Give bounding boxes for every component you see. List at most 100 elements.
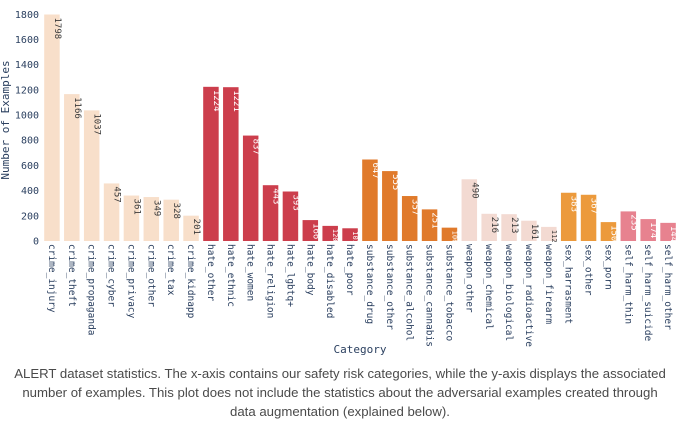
bar [382, 171, 398, 241]
bar [362, 159, 378, 241]
bar [103, 183, 120, 241]
bar [203, 86, 219, 241]
bar-value-label: 201 [191, 219, 201, 235]
bar-value-label: 1224 [211, 90, 221, 112]
bar [262, 185, 279, 241]
bar-value-label: 647 [370, 163, 380, 179]
bar [302, 220, 319, 241]
x-axis: crime_injury crime_theft crime_propaganda c… [46, 244, 673, 347]
bar-value-label: 1798 [52, 18, 62, 40]
x-tick-label: hate_religion [265, 244, 276, 318]
bar-value-label: 120 [331, 229, 339, 242]
bar-value-label: 1037 [92, 113, 102, 135]
x-tick-label: crime_kidnapp [185, 244, 196, 319]
bar [421, 209, 438, 241]
bar [342, 228, 358, 241]
bar-value-label: 328 [171, 203, 181, 219]
x-tick-label: sex_harrasment [563, 244, 574, 324]
figure-caption: ALERT dataset statistics. The x-axis con… [14, 366, 666, 419]
x-tick-label: weapon_biological [503, 244, 514, 341]
bar-value-label: 393 [290, 195, 300, 211]
bar [143, 197, 160, 241]
x-tick-label: hate_women [245, 244, 256, 301]
bar [223, 87, 239, 241]
y-tick-label: 800 [21, 136, 39, 147]
x-tick-label: hate_lgbtq+ [284, 244, 295, 307]
x-tick-label: self_harm_suicide [642, 244, 653, 342]
y-tick-label: 1800 [15, 10, 39, 21]
x-tick-label: hate_disabled [324, 244, 335, 318]
x-tick-label: sex_other [583, 244, 594, 296]
x-tick-label: crime_other [145, 244, 156, 307]
x-tick-label: crime_tax [165, 244, 176, 296]
bar [580, 194, 597, 241]
x-tick-label: substance_cannabis [424, 244, 435, 347]
bar [401, 196, 418, 241]
bar-value-label: 367 [589, 198, 599, 214]
bar-value-label: 150 [608, 225, 618, 241]
bar [163, 199, 179, 241]
bar [461, 179, 478, 241]
y-tick-label: 400 [21, 186, 39, 197]
bar [481, 213, 497, 241]
x-tick-label: substance_drug [364, 244, 375, 324]
bar-value-label: 166 [310, 223, 320, 239]
x-axis-title: Category [334, 343, 387, 356]
x-tick-label: weapon_firearm [543, 244, 554, 324]
bar-value-label: 216 [489, 217, 499, 233]
x-tick-label: weapon_other [463, 244, 474, 313]
bar-value-label: 1221 [231, 90, 241, 112]
bar [521, 220, 537, 241]
y-tick-label: 1400 [15, 60, 39, 71]
bars: 1798 1166 1037 457 361 349 328 201 1224 1221 837 44… [44, 14, 678, 244]
bar [64, 94, 80, 242]
bar-value-label: 361 [131, 199, 141, 215]
bar [183, 215, 199, 241]
y-tick-label: 600 [21, 161, 39, 172]
bar [282, 191, 299, 241]
y-tick-label: 1000 [15, 111, 39, 122]
x-tick-label: hate_ethnic [225, 244, 236, 307]
bar [242, 135, 259, 241]
bar [541, 226, 557, 241]
bar-value-label: 349 [151, 200, 161, 216]
x-tick-label: sex_porn [602, 244, 613, 290]
bar-value-label: 490 [469, 182, 479, 198]
x-tick-label: hate_poor [344, 244, 355, 296]
bar [560, 192, 577, 241]
x-tick-label: substance_other [384, 244, 395, 330]
bar-value-label: 213 [509, 217, 519, 233]
x-tick-label: crime_propaganda [86, 244, 97, 336]
bar-value-label: 357 [410, 199, 420, 215]
x-tick-label: crime_privacy [125, 244, 136, 319]
x-tick-label: crime_cyber [106, 244, 117, 307]
x-tick-label: crime_injury [46, 244, 57, 313]
bar-value-label: 383 [569, 196, 579, 212]
x-tick-label: hate_body [304, 244, 315, 296]
bar-value-label: 1166 [72, 97, 82, 119]
bar [620, 211, 637, 241]
x-tick-label: crime_theft [66, 244, 77, 307]
bar [640, 219, 656, 241]
y-axis: 0 200 400 600 800 1000 1200 1400 1600 1800 [15, 10, 39, 248]
bar-value-label: 443 [271, 188, 281, 204]
bar-value-label: 235 [628, 214, 638, 230]
y-tick-label: 1200 [15, 85, 39, 96]
bar-value-label: 837 [251, 139, 261, 155]
bar-value-label: 555 [390, 174, 400, 190]
bar [501, 214, 517, 241]
x-tick-label: hate_other [205, 244, 216, 301]
bar-value-label: 144 [668, 226, 678, 242]
y-tick-label: 0 [33, 237, 39, 248]
bar [83, 110, 100, 242]
x-tick-label: substance_alcohol [404, 244, 415, 341]
y-tick-label: 200 [21, 211, 39, 222]
y-axis-title: Number of Examples [0, 60, 12, 179]
bar-value-label: 112 [550, 230, 558, 243]
x-tick-label: self_harm_other [662, 244, 673, 330]
bar [123, 195, 140, 241]
bar [322, 225, 338, 241]
y-tick-label: 1600 [15, 35, 39, 46]
bar [600, 222, 617, 241]
